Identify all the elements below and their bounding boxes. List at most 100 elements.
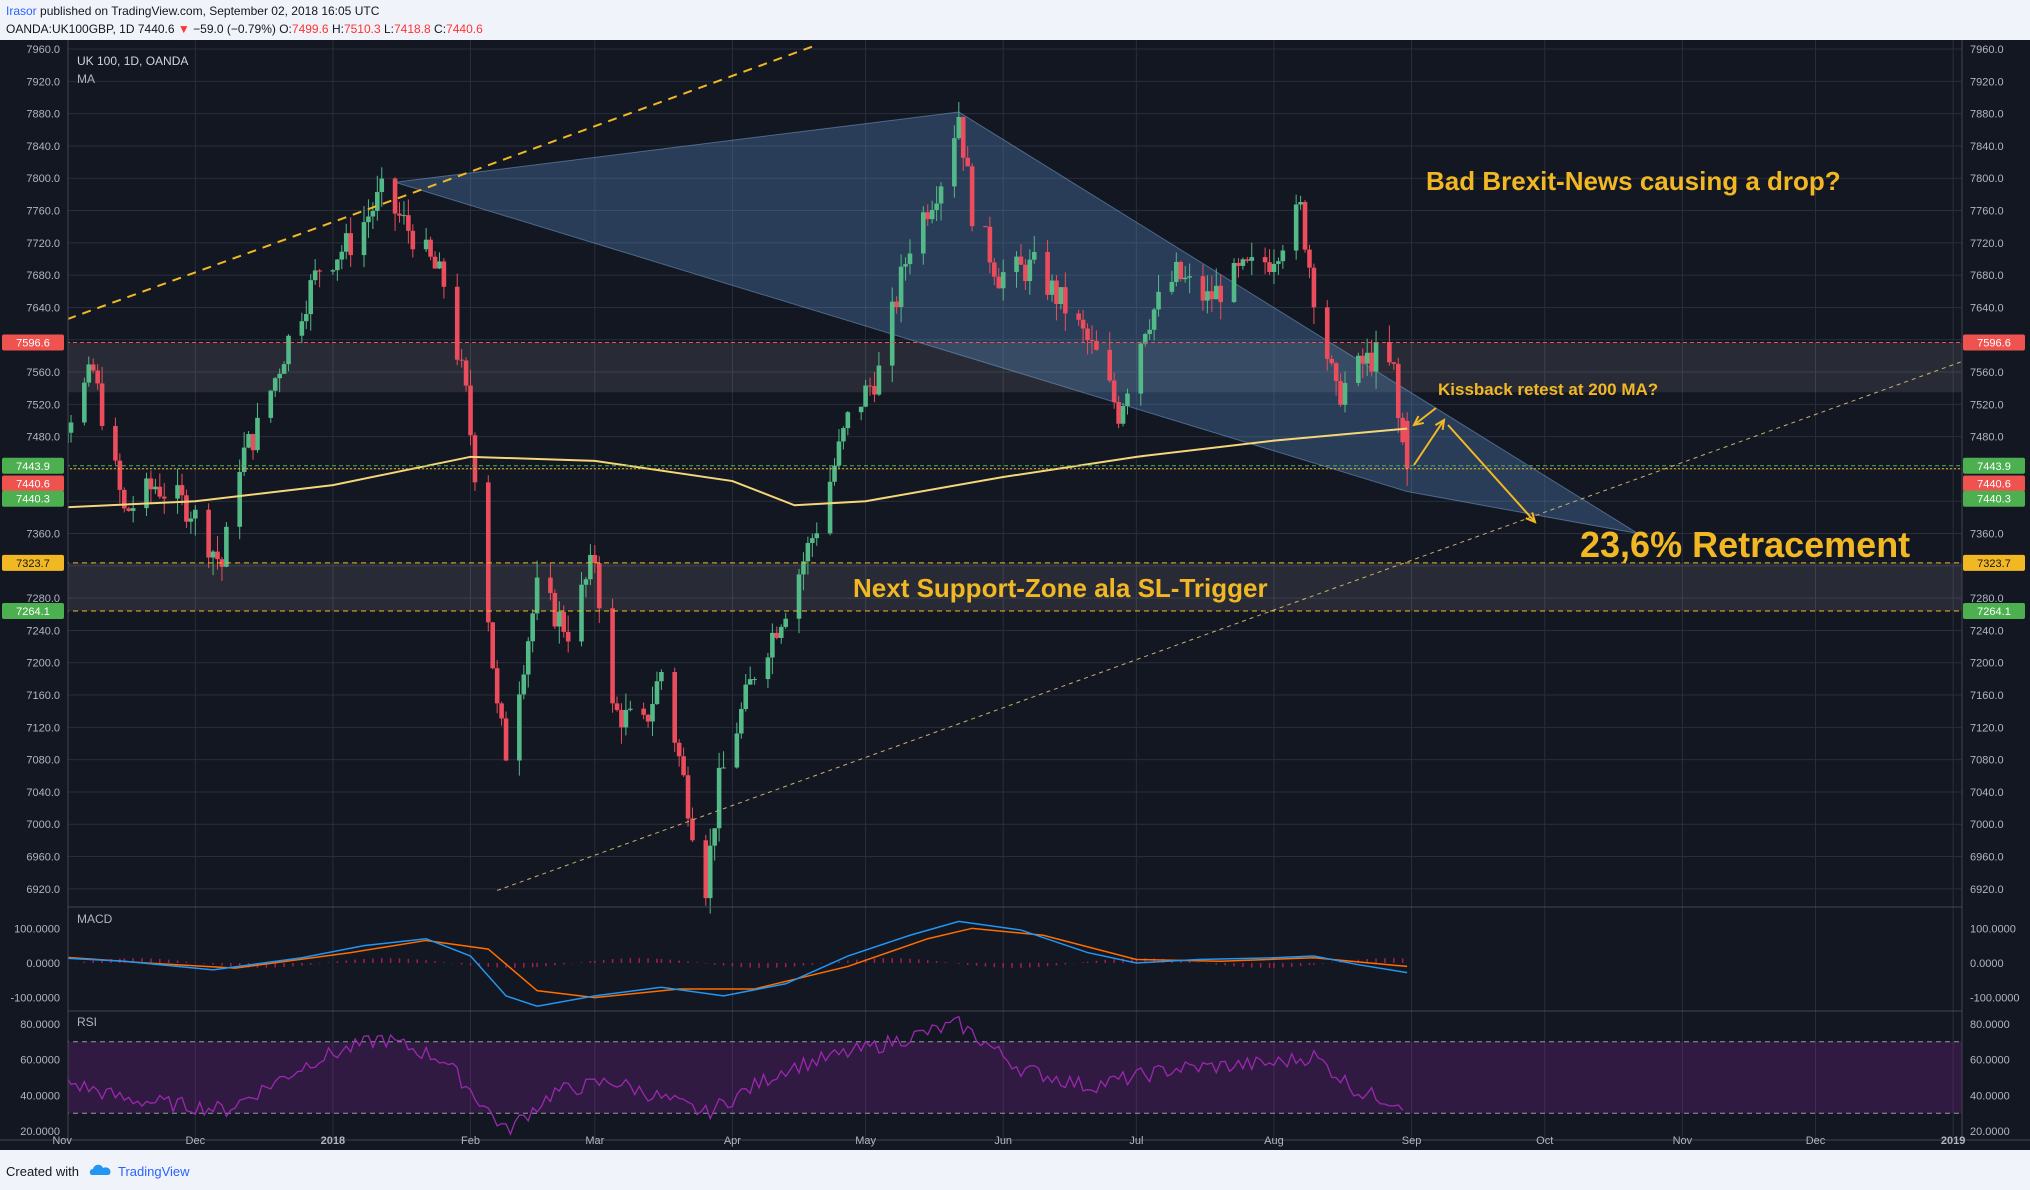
- retracement-wedge-shape: [394, 111, 1639, 535]
- candle-body: [552, 592, 558, 627]
- rsi-tick-right: 40.0000: [1970, 1090, 2010, 1102]
- candle-body: [184, 495, 189, 522]
- candle-body: [250, 434, 256, 451]
- candle-body: [1116, 402, 1121, 424]
- tradingview-link[interactable]: TradingView: [118, 1164, 190, 1179]
- candle-body: [903, 264, 908, 267]
- candle-body: [343, 233, 349, 252]
- high-value: 7510.3: [343, 22, 381, 36]
- candle-body: [1147, 329, 1152, 335]
- candle-body: [490, 622, 496, 669]
- candle-body: [690, 818, 695, 841]
- price-tick-right: 7800.0: [1970, 173, 2004, 185]
- candle-body: [299, 321, 305, 336]
- price-tick-right: 7120.0: [1970, 722, 2004, 734]
- candle-body: [898, 266, 904, 307]
- candle-body: [676, 742, 682, 757]
- candle-body: [317, 270, 322, 272]
- bounce-up-arrow: [1413, 418, 1446, 466]
- candle-body: [1213, 285, 1219, 300]
- candle-body: [987, 226, 993, 263]
- macd-tick-left: 0.0000: [26, 958, 60, 970]
- candle-body: [1076, 313, 1081, 320]
- high-label: H:: [331, 22, 344, 36]
- badge-left-bg: [2, 334, 64, 351]
- lower-trendline: [496, 361, 1963, 891]
- candle-body: [1245, 259, 1250, 261]
- price-tick-right: 7040.0: [1970, 787, 2004, 799]
- price-tick-left: 7000.0: [26, 819, 60, 831]
- candle-body: [126, 508, 132, 511]
- candle-body: [379, 178, 385, 193]
- candle-body: [956, 116, 962, 139]
- candle-body: [801, 561, 806, 575]
- badge-right-bg: [1963, 334, 2025, 351]
- candle-body: [286, 335, 291, 365]
- price-tick-left: 7120.0: [26, 722, 60, 734]
- retracement-wedge: [394, 111, 1639, 535]
- arrow-head: [1412, 415, 1424, 427]
- time-tick: Jul: [1129, 1135, 1143, 1147]
- candle-body: [99, 383, 105, 426]
- badge-left-bg: [2, 475, 64, 492]
- rsi-tick-left: 40.0000: [20, 1090, 60, 1102]
- candle-body: [641, 708, 646, 715]
- candle-body: [1058, 287, 1064, 304]
- price-tick-left: 7720.0: [26, 238, 60, 250]
- candle-body: [628, 708, 633, 710]
- candle-body: [983, 226, 988, 228]
- candle-body: [872, 385, 877, 395]
- candle-body: [814, 533, 820, 539]
- candle-body: [969, 166, 975, 227]
- candle-body: [366, 216, 371, 223]
- rsi-label: RSI: [77, 1015, 97, 1029]
- price-chart[interactable]: 7960.0 7960.0 7920.0 7920.0 7880.0 7880.0 7840…: [0, 40, 2030, 1150]
- badge-left-bg: [2, 602, 64, 619]
- candle-body: [312, 270, 318, 281]
- candle-body: [619, 709, 624, 728]
- time-tick: Feb: [461, 1135, 480, 1147]
- candle-body: [1014, 256, 1019, 273]
- candle-body: [548, 577, 553, 593]
- candle-body: [68, 422, 74, 433]
- badge-right-label: 7596.6: [1977, 337, 2011, 349]
- candle-body: [215, 551, 220, 560]
- candle-body: [805, 542, 811, 562]
- candle-body: [1373, 341, 1379, 372]
- candle-body: [832, 465, 837, 482]
- candle-body: [778, 626, 784, 638]
- candle-body: [1280, 250, 1286, 262]
- candle-body: [1400, 417, 1405, 443]
- candle-body: [561, 611, 567, 632]
- candle-body: [645, 714, 651, 722]
- candle-body: [889, 301, 895, 366]
- retracement-annotation: 23,6% Retracement: [1580, 524, 1910, 565]
- macd-label: MACD: [77, 912, 113, 926]
- published-text: published on TradingView.com, September …: [40, 4, 380, 18]
- candle-body: [339, 251, 345, 260]
- candle-body: [1187, 276, 1192, 278]
- price-tick-right: 7480.0: [1970, 432, 2004, 444]
- candle-body: [1138, 343, 1144, 394]
- candle-body: [681, 756, 686, 776]
- candle-body: [1142, 334, 1148, 344]
- open-label: O:: [279, 22, 292, 36]
- price-tick-right: 7840.0: [1970, 141, 2004, 153]
- price-tick-left: 7680.0: [26, 270, 60, 282]
- support-zone: [10, 562, 1962, 611]
- candle-body: [392, 178, 398, 214]
- candle-body: [845, 412, 851, 429]
- candle-body: [1000, 272, 1006, 289]
- candle-body: [1107, 349, 1113, 381]
- price-tick-right: 7720.0: [1970, 238, 2004, 250]
- candle-body: [454, 286, 460, 360]
- price-tick-left: 7960.0: [26, 44, 60, 56]
- rsi-tick-right: 20.0000: [1970, 1126, 2010, 1138]
- author-link[interactable]: Irasor: [6, 4, 37, 18]
- open-value: 7499.6: [291, 22, 329, 36]
- upper-trendline: [21, 44, 818, 337]
- price-tick-left: 7920.0: [26, 76, 60, 88]
- candle-body: [206, 509, 211, 558]
- tradingview-logo-icon: [89, 1164, 111, 1175]
- macd-tick-right: 0.0000: [1970, 958, 2004, 970]
